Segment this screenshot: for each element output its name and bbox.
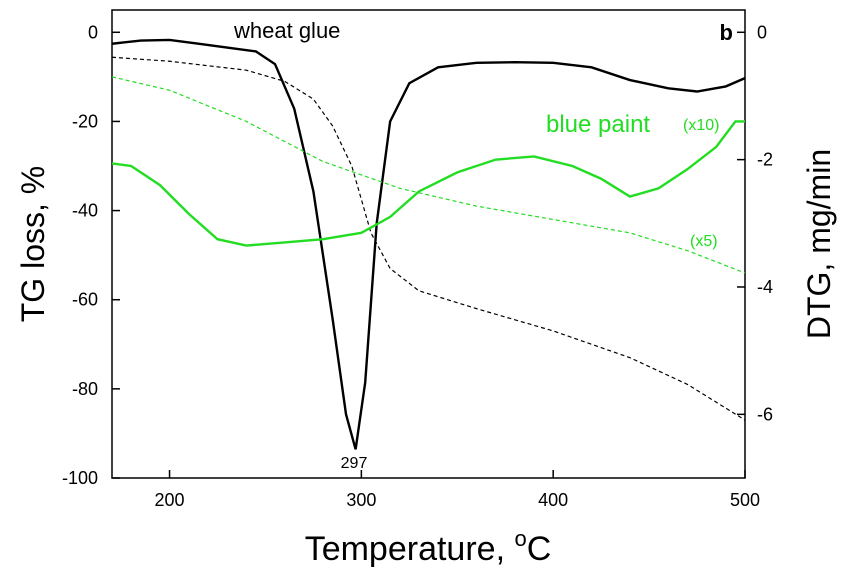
- y-tick-label: -80: [72, 379, 98, 399]
- x-axis-label: Temperature, oC: [305, 526, 552, 568]
- x-tick-label: 400: [538, 490, 568, 510]
- y-axis-label: TG loss, %: [15, 166, 51, 322]
- x-label-text: Temperature,: [305, 530, 515, 568]
- series-line: [111, 38, 746, 450]
- y2-tick-label: -6: [757, 404, 773, 424]
- y-tick-label: 0: [88, 22, 98, 42]
- annotation: 297: [341, 455, 368, 472]
- series-label: wheat glue: [233, 18, 340, 43]
- y-tick-label: -40: [72, 201, 98, 221]
- y2-axis-label: DTG, mg/min: [801, 149, 837, 339]
- annotation: (x10): [683, 117, 719, 134]
- y-tick-label: -20: [72, 111, 98, 131]
- y2-tick-label: -2: [757, 150, 773, 170]
- x-label-unit: C: [527, 530, 552, 568]
- y2-tick-label: -4: [757, 277, 773, 297]
- y-tick-label: -100: [62, 468, 98, 488]
- x-tick-label: 200: [155, 490, 185, 510]
- series-line: [111, 76, 746, 274]
- annotation: (x5): [690, 233, 718, 250]
- series-label: blue paint: [546, 111, 650, 138]
- y2-tick-label: 0: [757, 22, 767, 42]
- x-label-sup: o: [514, 526, 526, 551]
- y-tick-label: -60: [72, 290, 98, 310]
- x-tick-label: 300: [346, 490, 376, 510]
- panel-label: b: [720, 20, 733, 45]
- plot-frame: [111, 9, 746, 479]
- series-line: [111, 120, 745, 247]
- x-tick-label: 500: [730, 490, 760, 510]
- series-line: [111, 56, 746, 421]
